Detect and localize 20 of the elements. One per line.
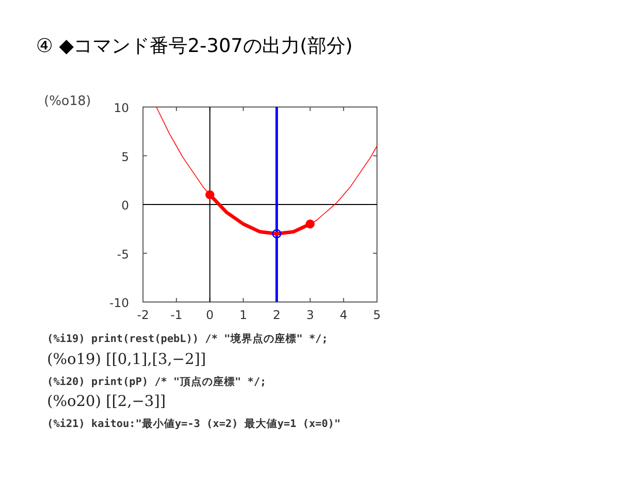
text: (%i21) kaitou:"最小値y=-3 (x=2) 最大値y=1 (x=0)"	[47, 417, 341, 430]
y-tick-label: 5	[121, 150, 129, 164]
y-tick-label: 10	[114, 101, 129, 115]
chart-title: ④ ◆コマンド番号2-307の出力(部分)	[36, 35, 353, 57]
x-tick-label: -1	[170, 308, 182, 322]
y-tick-label: -10	[109, 296, 129, 310]
x-tick-label: -2	[137, 308, 149, 322]
y-tick-label: -5	[117, 247, 129, 262]
x-tick-label: 3	[306, 308, 314, 322]
x-tick-label: 4	[340, 308, 348, 322]
x-tick-label: 1	[239, 308, 248, 322]
y-tick-label: 0	[121, 198, 129, 212]
x-tick-label: 0	[206, 308, 214, 322]
text: (%o18)	[44, 94, 91, 109]
x-tick-label: 5	[373, 308, 381, 322]
x-tick-label: 2	[272, 308, 281, 322]
text: (%o20) [[2,−3]]	[47, 392, 166, 410]
text: (%o19) [[0,1],[3,−2]]	[47, 350, 206, 368]
text: (%i20) print(pP) /* "頂点の座標" */;	[47, 375, 266, 388]
text: (%i19) print(rest(pebL)) /* "境界点の座標" */;	[47, 332, 328, 345]
